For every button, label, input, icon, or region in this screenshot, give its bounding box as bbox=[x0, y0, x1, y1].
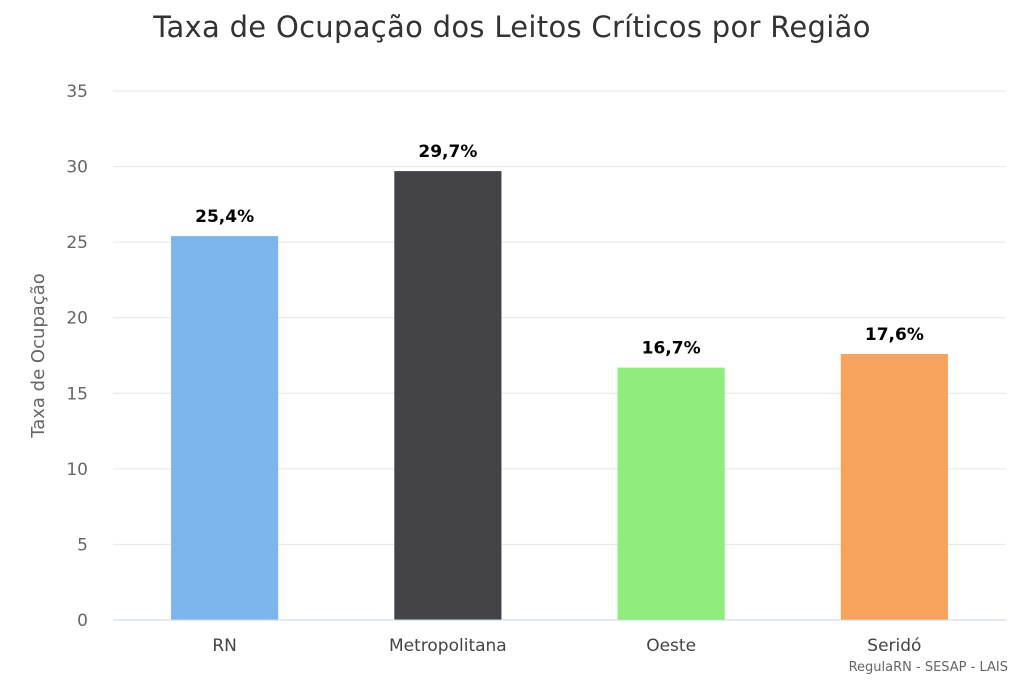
bars bbox=[171, 171, 948, 620]
x-tick-label: Oeste bbox=[646, 636, 696, 656]
bar-seridó[interactable] bbox=[840, 353, 948, 620]
y-tick-label: 15 bbox=[66, 384, 88, 404]
credits[interactable]: RegulaRN - SESAP - LAIS bbox=[848, 660, 1008, 675]
y-tick-label: 25 bbox=[66, 233, 88, 253]
y-tick-label: 30 bbox=[66, 158, 88, 178]
data-labels: 25,4% 29,7% 16,7% 17,6% bbox=[195, 142, 924, 358]
x-tick-label: RN bbox=[212, 636, 237, 656]
data-label: 29,7% bbox=[418, 142, 477, 162]
x-tick-label: Metropolitana bbox=[389, 636, 507, 656]
bar-oeste[interactable] bbox=[617, 367, 725, 620]
y-tick-label: 0 bbox=[77, 611, 88, 631]
y-axis-title: Taxa de Ocupação bbox=[28, 273, 49, 439]
y-tick-label: 35 bbox=[66, 82, 88, 102]
data-label: 17,6% bbox=[865, 325, 924, 345]
bar-metropolitana[interactable] bbox=[394, 171, 502, 620]
y-tick-label: 10 bbox=[66, 460, 88, 480]
x-tick-label: Seridó bbox=[867, 636, 921, 656]
y-tick-label: 20 bbox=[66, 309, 88, 329]
data-label: 25,4% bbox=[195, 207, 254, 227]
x-axis-ticks: RN Metropolitana Oeste Seridó bbox=[212, 636, 921, 656]
data-label: 16,7% bbox=[642, 339, 701, 359]
y-axis-ticks: 0 5 10 15 20 25 30 35 bbox=[66, 82, 88, 631]
y-tick-label: 5 bbox=[77, 535, 88, 555]
chart-title: Taxa de Ocupação dos Leitos Críticos por… bbox=[153, 10, 871, 44]
bar-rn[interactable] bbox=[171, 236, 279, 620]
